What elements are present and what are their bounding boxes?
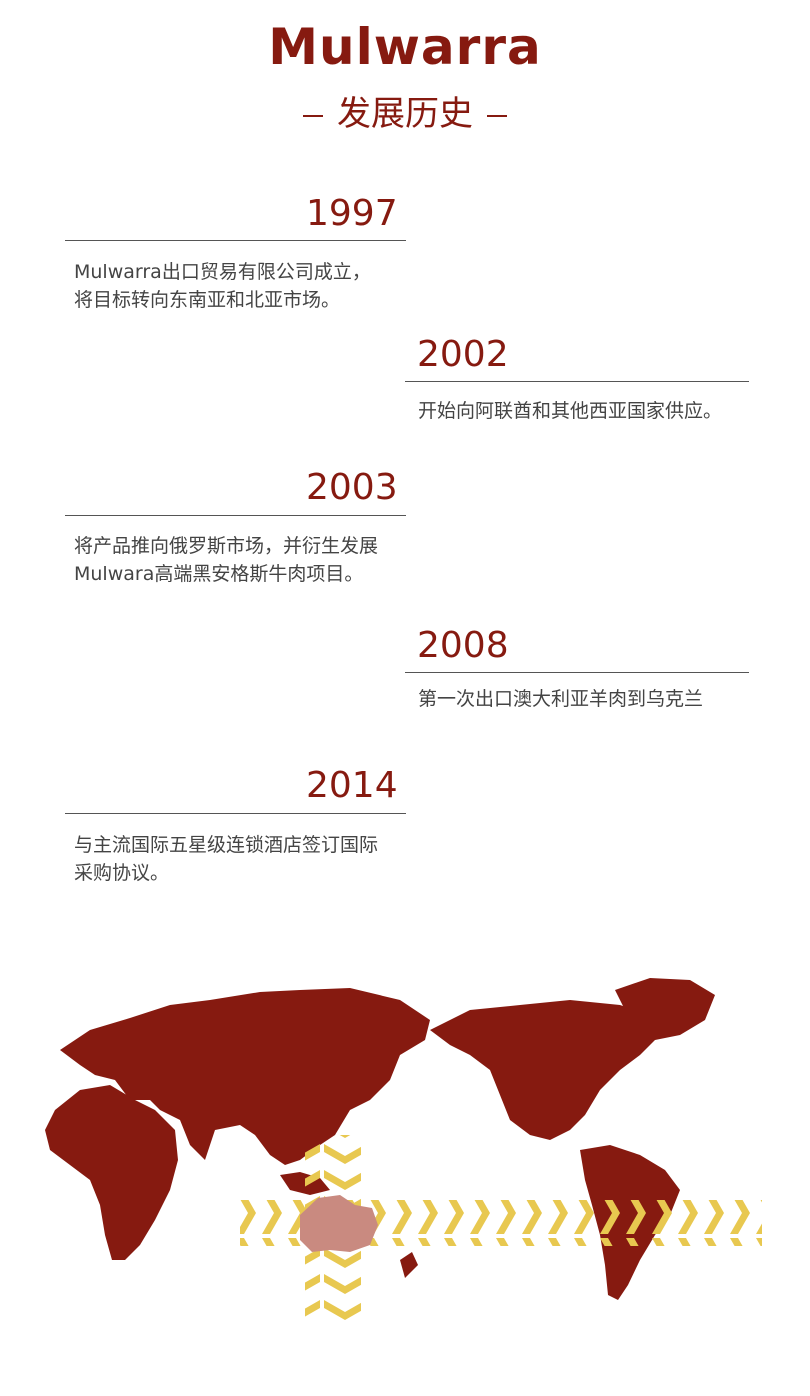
world-map-icon xyxy=(45,978,762,1325)
north-america-shape xyxy=(430,1000,660,1140)
timeline-text-line: 开始向阿联酋和其他西亚国家供应。 xyxy=(418,400,723,422)
new-zealand-shape xyxy=(400,1252,418,1278)
section-subtitle: 发展历史 xyxy=(0,86,810,135)
timeline-divider xyxy=(65,813,406,814)
brand-title: Mulwarra xyxy=(268,18,542,76)
timeline-divider xyxy=(405,672,749,673)
timeline-divider xyxy=(65,240,406,241)
timeline-text-line: 第一次出口澳大利亚羊肉到乌克兰 xyxy=(418,688,704,710)
timeline-text-line: Mulwarra出口贸易有限公司成立， xyxy=(74,261,371,283)
timeline-divider xyxy=(65,515,406,516)
timeline-text-line: Mulwara高端黑安格斯牛肉项目。 xyxy=(74,563,364,585)
right-dash xyxy=(487,114,507,117)
year-label: 2003 xyxy=(306,467,398,508)
left-dash xyxy=(303,114,323,117)
australia-shape xyxy=(300,1195,378,1252)
year-label: 2002 xyxy=(417,334,509,375)
greenland-shape xyxy=(615,978,715,1040)
year-label: 2008 xyxy=(417,625,509,666)
africa-shape xyxy=(45,1085,178,1260)
subtitle-text: 发展历史 xyxy=(337,94,473,134)
year-label: 1997 xyxy=(306,193,398,234)
timeline-text-line: 将产品推向俄罗斯市场，并衍生发展 xyxy=(74,535,379,557)
year-label: 2014 xyxy=(306,765,398,806)
timeline-divider xyxy=(405,381,749,382)
timeline-text-line: 采购协议。 xyxy=(74,862,170,884)
eurasia-shape xyxy=(60,988,430,1165)
timeline-text-line: 与主流国际五星级连锁酒店签订国际 xyxy=(74,834,379,856)
timeline-text-line: 将目标转向东南亚和北亚市场。 xyxy=(74,289,341,311)
